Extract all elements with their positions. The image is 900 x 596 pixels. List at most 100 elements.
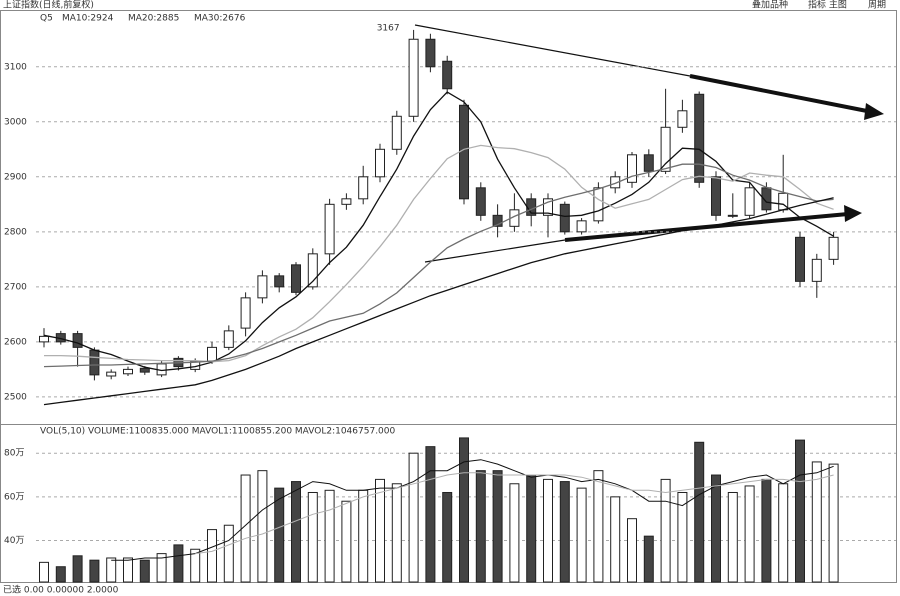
volume-bar	[89, 559, 100, 583]
candle-body	[442, 60, 453, 90]
candle-body	[240, 297, 251, 329]
volume-bar	[257, 470, 268, 583]
candle-body	[89, 349, 100, 376]
candle-body	[39, 335, 49, 343]
candle-body	[223, 330, 234, 348]
candle-body	[358, 176, 369, 200]
volume-bar	[475, 470, 486, 583]
volume-bar	[459, 437, 469, 583]
volume-bar	[593, 470, 604, 583]
candle-body	[727, 214, 738, 217]
volume-bar	[543, 478, 553, 583]
ma-line	[43, 197, 834, 406]
footer: 已选 0.00 0.00000 2.0000	[3, 584, 119, 596]
toolbar-item[interactable]: 周期	[868, 0, 886, 11]
volume-bar	[223, 524, 234, 583]
volume-bar	[509, 483, 520, 583]
candle-body	[576, 220, 587, 233]
volume-tick-label: 60万	[4, 492, 24, 502]
volume-bar	[660, 478, 671, 583]
volume-legend: VOL(5,10) VOLUME:1100835.000 MAVOL1:1100…	[40, 427, 396, 437]
volume-bar	[190, 548, 201, 583]
volume-bar	[173, 544, 184, 583]
ma-line	[44, 144, 834, 363]
volume-bar	[106, 557, 117, 583]
volume-bar	[358, 489, 369, 583]
volume-bar	[610, 496, 621, 583]
candle-body	[257, 275, 268, 299]
volume-tick-label: 80万	[4, 449, 24, 459]
candle-body	[341, 198, 352, 205]
arrow-head	[864, 103, 884, 120]
peak-label: 3167	[377, 23, 400, 33]
volume-tick-label: 40万	[4, 536, 24, 546]
mavol-line	[195, 472, 834, 555]
volume-bar	[123, 557, 133, 583]
volume-bar	[341, 500, 352, 583]
legend-item: MA10:2924	[62, 14, 114, 24]
candle-body	[660, 126, 671, 172]
volume-bar	[727, 491, 738, 583]
candle-body	[643, 154, 654, 172]
volume-bar	[828, 463, 839, 583]
candle-body	[492, 214, 503, 227]
candle-body	[828, 236, 839, 260]
legend-item: MA20:2885	[128, 14, 179, 24]
legend-item: MA30:2676	[194, 14, 246, 24]
candle-body	[408, 38, 419, 117]
trend-line	[424, 239, 566, 263]
volume-bar	[694, 441, 705, 583]
volume-bar	[559, 481, 570, 583]
volume-bar	[39, 561, 49, 583]
volume-bar	[408, 452, 419, 583]
candle-body	[307, 253, 318, 288]
volume-bar	[761, 478, 772, 583]
volume-bar	[677, 491, 688, 583]
volume-bar	[627, 518, 637, 583]
candle-body	[711, 176, 721, 216]
y-tick-label: 2900	[4, 172, 27, 182]
arrow-head	[844, 205, 862, 222]
volume-bar	[711, 474, 721, 583]
volume-bar	[274, 487, 285, 583]
y-tick-label: 2600	[4, 337, 27, 347]
volume-bar	[744, 485, 755, 583]
trend-line	[414, 24, 691, 77]
volume-bar	[526, 474, 537, 583]
candle-body	[291, 264, 301, 293]
candle-body	[475, 187, 486, 216]
volume-bar	[492, 470, 503, 583]
volume-bar	[139, 559, 150, 583]
candle-body	[627, 154, 637, 183]
volume-bar	[442, 491, 453, 583]
candle-body	[543, 198, 553, 216]
candle-body	[207, 346, 217, 362]
volume-bar	[55, 566, 66, 583]
volume-bar	[72, 555, 83, 583]
toolbar-item[interactable]: 指标 主图	[808, 0, 847, 11]
y-tick-label: 2800	[4, 227, 27, 237]
candle-body	[795, 236, 805, 282]
volume-bar	[156, 553, 167, 583]
volume-bar	[795, 439, 805, 583]
candle-body	[324, 203, 335, 255]
candle-body	[139, 367, 150, 373]
candle-body	[391, 115, 402, 150]
y-tick-label: 2500	[4, 392, 27, 402]
candle-body	[425, 38, 436, 68]
candle-body	[459, 104, 469, 200]
volume-bar	[778, 483, 789, 583]
candle-body	[744, 187, 755, 216]
toolbar-item[interactable]: 叠加品种	[752, 0, 788, 11]
volume-bar	[576, 487, 587, 583]
candle-body	[123, 368, 133, 375]
y-tick-label: 3100	[4, 62, 27, 72]
candle-body	[375, 148, 385, 178]
candle-body	[677, 110, 688, 128]
ma-line	[43, 91, 834, 372]
volume-bar	[811, 461, 822, 583]
volume-bar	[391, 483, 402, 583]
volume-bar	[291, 481, 301, 583]
legend-item: Q5	[40, 14, 53, 24]
